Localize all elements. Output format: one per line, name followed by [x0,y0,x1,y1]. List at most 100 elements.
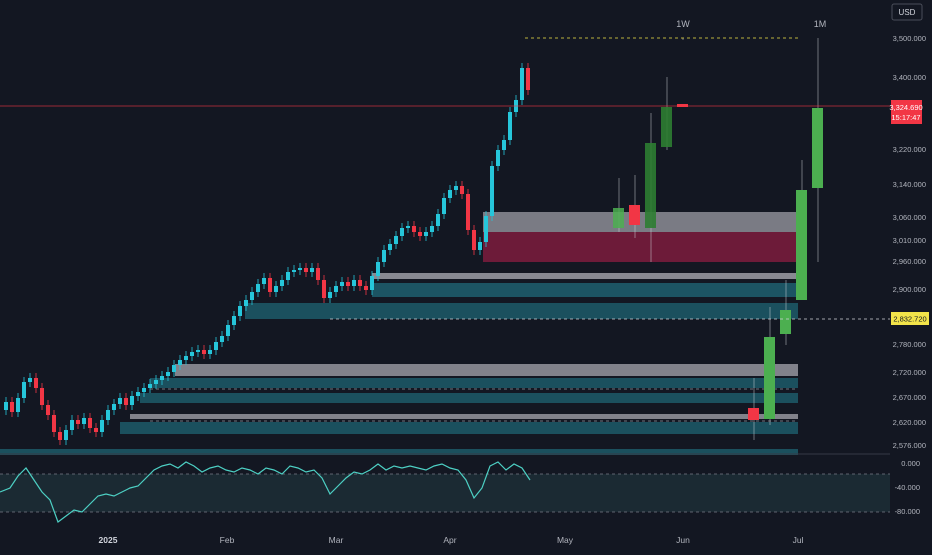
time-tick-label: Jul [793,535,804,545]
daily-candle-body [352,280,356,286]
daily-candle-body [148,384,152,388]
daily-candle-body [46,405,50,415]
htf-candle-body [796,190,807,300]
zone-box [140,393,798,403]
daily-candle-body [166,372,170,376]
current-price-value: 3,324.690 [889,103,922,112]
oscillator-tick-label: -40.000 [895,483,920,492]
daily-candle-body [394,236,398,244]
daily-candle-body [424,232,428,236]
level-badge [891,312,929,325]
daily-candle-body [370,276,374,290]
daily-candle-body [184,356,188,360]
weekly-label: 1W [676,19,690,29]
daily-candle-body [274,286,278,292]
daily-candle-body [70,420,74,430]
daily-candle-body [364,286,368,290]
daily-candle-body [28,378,32,382]
htf-candle-body [780,310,791,334]
price-tick-label: 2,900.000 [893,285,926,294]
daily-candle-body [316,268,320,280]
daily-candle-body [112,404,116,410]
daily-candle-body [16,398,20,412]
daily-candle-body [160,376,164,380]
daily-candle-body [232,316,236,325]
zone-box [372,283,798,297]
price-axis[interactable]: USD 3,500.000 3,400.000 3,220.000 3,140.000… [890,0,932,550]
price-tick-label: 2,670.000 [893,393,926,402]
time-tick-label: Apr [443,535,456,545]
daily-candle-body [154,380,158,384]
daily-candle-body [238,306,242,316]
daily-candle-body [94,428,98,432]
daily-candle-body [472,230,476,250]
time-tick-label: Mar [329,535,344,545]
daily-candle-body [250,292,254,300]
price-tick-label: 2,620.000 [893,418,926,427]
price-axis-background [890,0,932,550]
daily-candle-body [406,226,410,228]
time-axis[interactable]: 2025 Feb Mar Apr May Jun Jul [99,535,804,545]
daily-candle-body [280,280,284,286]
daily-candle-body [64,430,68,440]
daily-candle-body [142,388,146,392]
time-tick-label: Feb [220,535,235,545]
daily-candle-body [118,398,122,404]
current-price-badge [891,100,922,124]
daily-candle-body [340,282,344,286]
daily-candle-body [196,350,200,352]
daily-candle-body [358,280,362,286]
zone-box [483,212,798,232]
zone-box [130,414,798,419]
daily-candle-body [214,342,218,350]
oscillator-band [0,474,893,512]
daily-candle-body [124,398,128,405]
daily-candle-body [526,68,530,90]
zone-box [483,232,798,262]
level-value: 2,832.720 [893,315,926,324]
monthly-label: 1M [814,19,827,29]
htf-candle-body [677,104,688,107]
time-tick-label: May [557,535,574,545]
daily-candle-body [76,420,80,424]
zone-box [372,273,798,279]
htf-candle-body [645,143,656,228]
daily-candle-body [52,415,56,432]
daily-candle-body [58,432,62,440]
daily-candle-body [400,228,404,236]
price-tick-label: 2,576.000 [893,441,926,450]
daily-candle-body [100,420,104,432]
daily-candle-body [262,278,266,284]
price-tick-label: 2,780.000 [893,340,926,349]
daily-candle-body [412,226,416,232]
daily-candle-body [448,190,452,198]
daily-candle-body [484,216,488,242]
zone-box [120,422,798,434]
daily-candle-body [418,232,422,236]
daily-candle-body [322,280,326,298]
htf-candle-body [613,208,624,228]
price-tick-label: 3,010.000 [893,236,926,245]
daily-candle-body [4,402,8,410]
time-tick-label: 2025 [99,535,118,545]
currency-button[interactable] [891,3,923,21]
daily-candle-body [334,286,338,292]
daily-candle-body [292,270,296,272]
daily-candle-body [376,262,380,276]
daily-candle-body [244,300,248,306]
daily-candle-body [82,418,86,424]
htf-candle-body [764,337,775,419]
daily-candle-body [10,402,14,412]
daily-candle-body [310,268,314,272]
price-tick-label: 3,140.000 [893,180,926,189]
daily-candle-body [136,392,140,396]
htf-candle-body [661,107,672,147]
daily-candle-body [256,284,260,292]
price-tick-label: 3,060.000 [893,213,926,222]
daily-candle-body [88,418,92,428]
daily-candle-body [466,194,470,230]
daily-candle-body [202,350,206,354]
daily-candle-body [178,360,182,365]
